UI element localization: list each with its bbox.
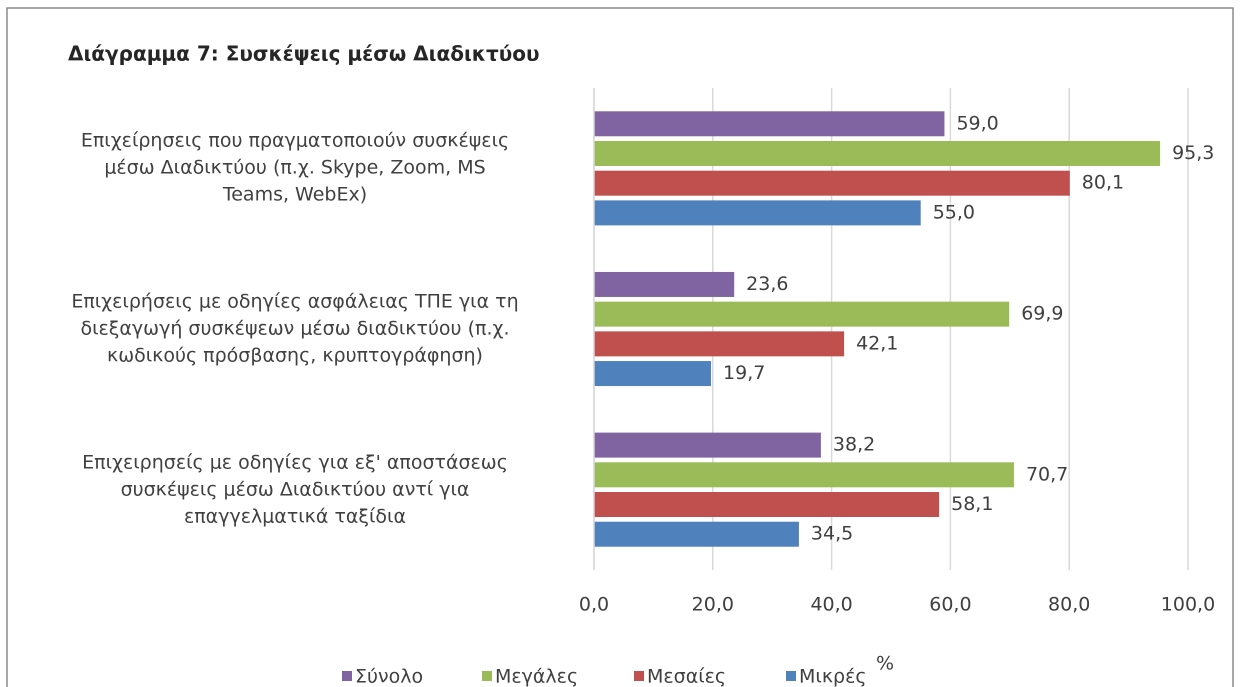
data-label: 38,2 [833, 434, 875, 456]
category-label: Επιχειρήσεις με οδηγίες ασφάλειας ΤΠΕ γι… [71, 290, 519, 367]
data-label: 42,1 [856, 332, 898, 354]
bar [594, 331, 845, 357]
data-label: 55,0 [933, 201, 975, 223]
legend-swatch [482, 671, 492, 681]
category-label: Επιχείρησεις που πραγματοποιούν συσκέψει… [80, 129, 510, 206]
x-tick-label: 40,0 [810, 594, 852, 616]
x-tick-label: 60,0 [929, 594, 971, 616]
bar [594, 170, 1070, 196]
chart-border [6, 7, 1234, 687]
legend-swatch [786, 671, 796, 681]
x-tick-label: 80,0 [1048, 594, 1090, 616]
bar [594, 521, 799, 547]
data-label: 58,1 [951, 493, 993, 515]
data-label: 23,6 [746, 273, 788, 295]
bar [594, 432, 821, 458]
legend-label: Μεσαίες [647, 666, 726, 687]
data-label: 95,3 [1172, 142, 1214, 164]
bar [594, 301, 1010, 327]
data-label: 59,0 [956, 112, 998, 134]
bar [594, 361, 712, 387]
bar [594, 111, 945, 137]
legend-label: Σύνολο [355, 666, 423, 687]
bar [594, 140, 1161, 166]
data-label: 69,9 [1021, 303, 1063, 325]
category-label: Επιχειρησείς με οδηγίες για εξ' αποστάσε… [82, 451, 508, 528]
bar [594, 271, 735, 297]
legend-swatch [634, 671, 644, 681]
legend-label: Μεγάλες [495, 666, 578, 687]
x-tick-label: 0,0 [579, 594, 609, 616]
legend-label: Μικρές [799, 666, 867, 687]
chart-title: Διάγραμμα 7: Συσκέψεις μέσω Διαδικτύου [68, 42, 539, 66]
x-axis-label: % [876, 653, 894, 675]
bar [594, 462, 1014, 488]
data-label: 34,5 [811, 523, 853, 545]
x-tick-label: 20,0 [692, 594, 734, 616]
bar [594, 200, 921, 226]
data-label: 70,7 [1026, 463, 1068, 485]
legend-swatch [342, 671, 352, 681]
x-tick-label: 100,0 [1161, 594, 1215, 616]
data-label: 80,1 [1082, 172, 1124, 194]
bar [594, 492, 940, 518]
data-label: 19,7 [723, 362, 765, 384]
